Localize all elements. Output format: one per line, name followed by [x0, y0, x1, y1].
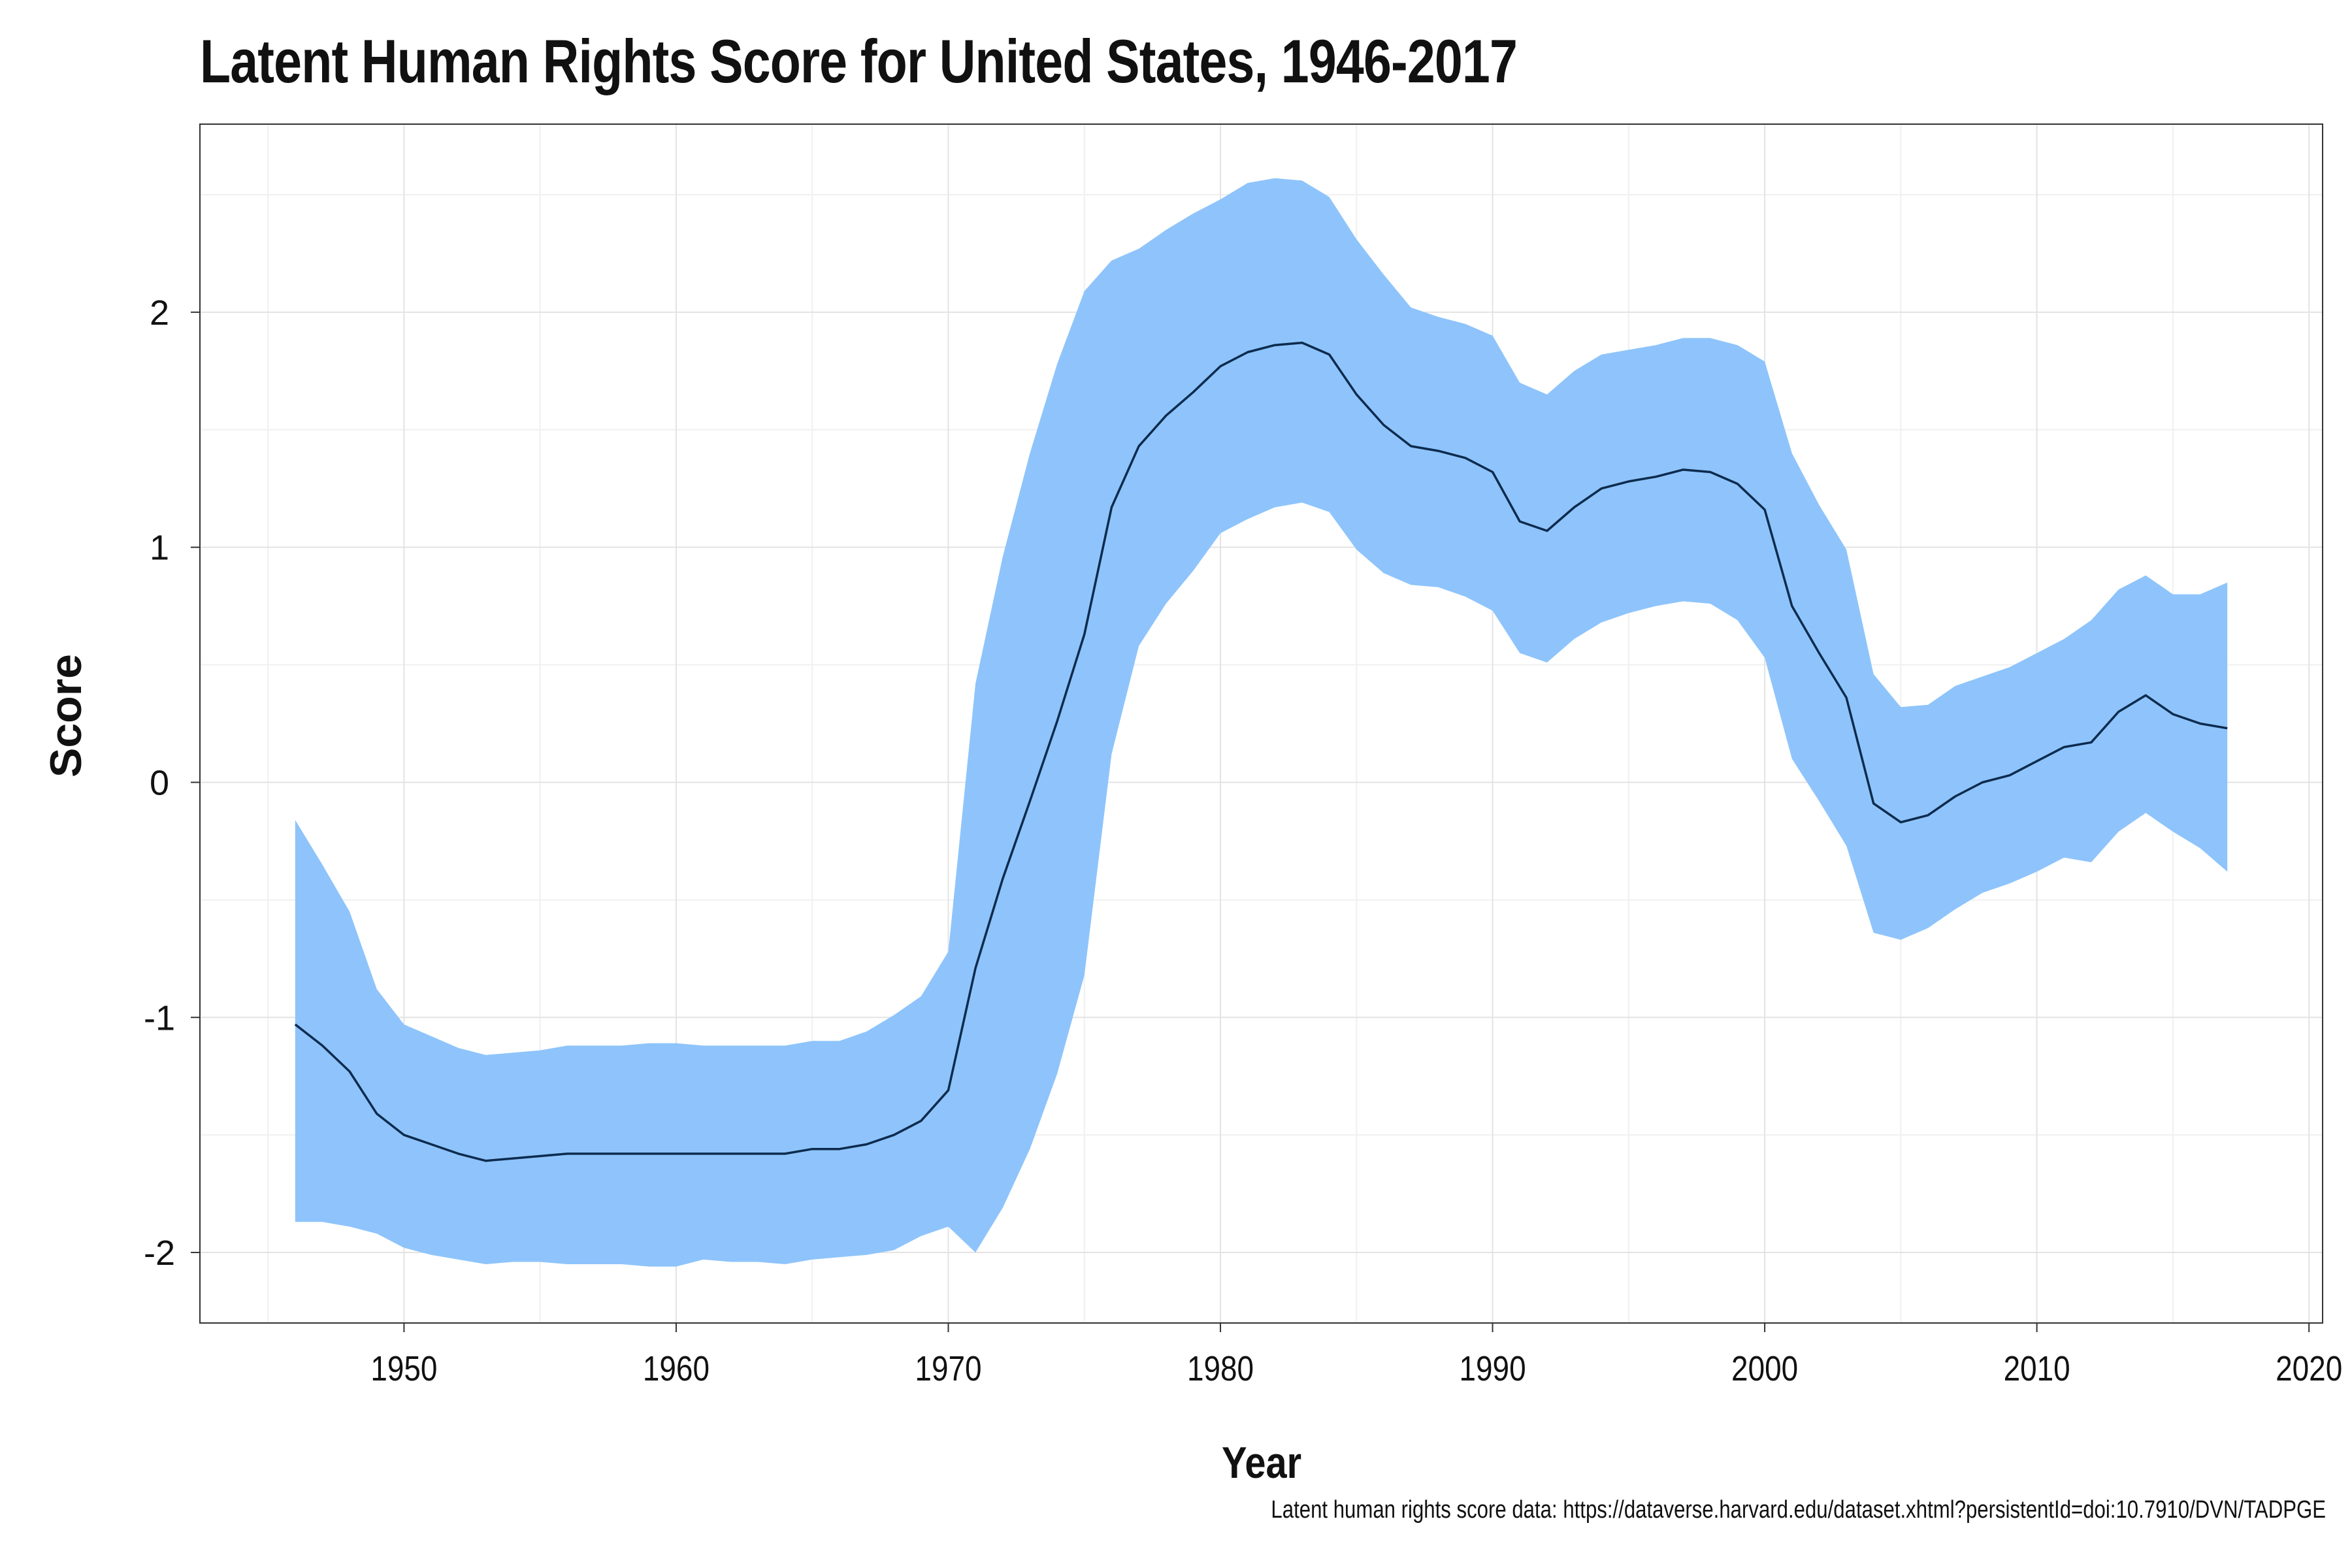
- x-tick-label: 1990: [1460, 1349, 1526, 1388]
- y-tick-label: 0: [150, 763, 169, 802]
- band-layer: [295, 178, 2228, 1267]
- plot-panel-border: [199, 123, 2323, 1324]
- x-tick-label: 1950: [370, 1349, 437, 1388]
- y-tick-label: -2: [144, 1233, 175, 1273]
- caption: Latent human rights score data: https://…: [1271, 1496, 2326, 1524]
- x-tick-label: 2010: [2004, 1349, 2070, 1388]
- chart-title: Latent Human Rights Score for United Sta…: [200, 27, 1518, 95]
- line-layer: [294, 341, 2228, 1162]
- x-tick-label: 1970: [915, 1349, 981, 1388]
- y-axis-title: Score: [41, 654, 91, 777]
- y-tick-label: 1: [150, 529, 169, 568]
- x-tick-label: 1960: [643, 1349, 710, 1388]
- y-tick-label: 2: [150, 293, 169, 333]
- confidence-band: [295, 178, 2228, 1267]
- x-tick-label: 2020: [2276, 1349, 2342, 1388]
- x-tick-label: 1980: [1187, 1349, 1254, 1388]
- x-tick-label: 2000: [1731, 1349, 1798, 1388]
- y-tick-label: -1: [144, 998, 175, 1037]
- x-axis-title: Year: [1222, 1438, 1302, 1488]
- axis-layer: 1950 1960 1970 1980 1990 2000 2010 2020 -2 -1 0 1 2: [144, 123, 2342, 1388]
- series-line: [294, 341, 2228, 1162]
